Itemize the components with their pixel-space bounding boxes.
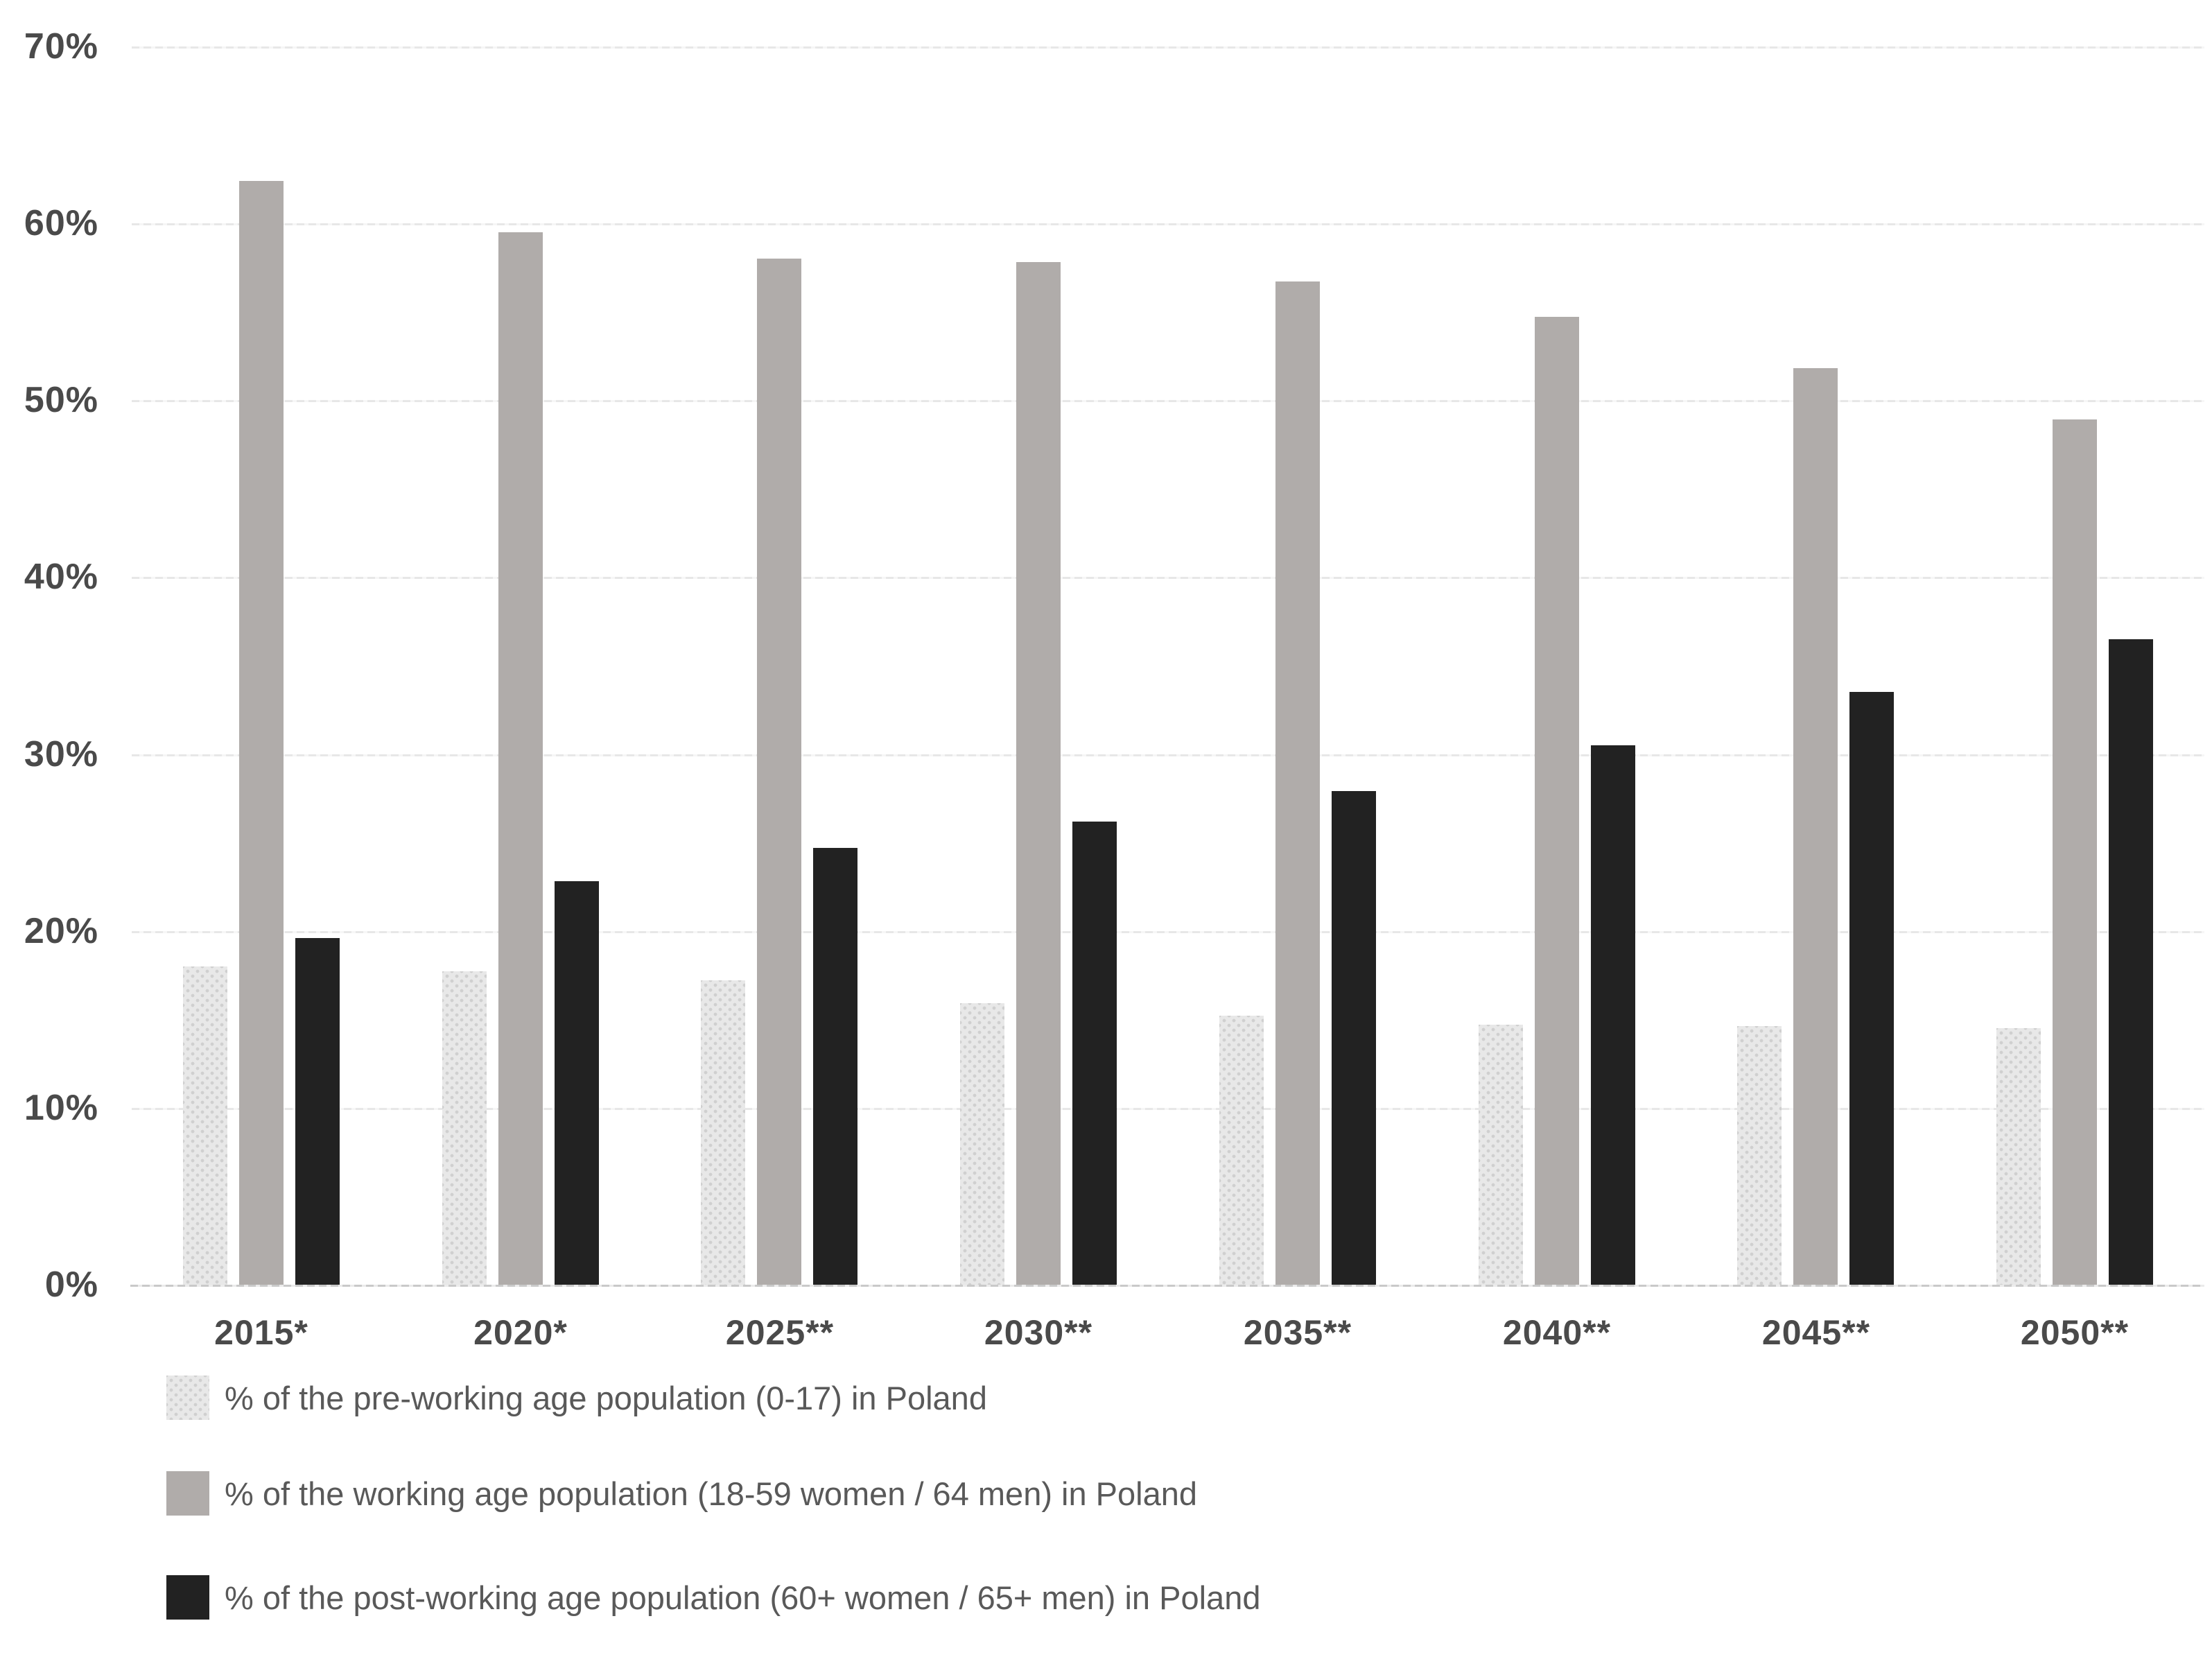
bar-working-2030 <box>1016 262 1061 1285</box>
bar-working-2025 <box>757 259 801 1285</box>
legend-label-working: % of the working age population (18-59 w… <box>225 1475 1198 1512</box>
gridline-20 <box>132 931 2204 933</box>
bar-pre-working-2035 <box>1219 1016 1264 1285</box>
x-tick-label-2030: 2030** <box>984 1313 1093 1352</box>
bar-post-working-2040 <box>1591 745 1635 1285</box>
bar-working-2045 <box>1793 368 1838 1285</box>
bar-pre-working-2050 <box>1996 1028 2041 1285</box>
y-tick-label-0: 0% <box>44 1265 98 1305</box>
bar-post-working-2045 <box>1849 692 1894 1285</box>
gridline-30 <box>132 754 2204 756</box>
bar-pre-working-2030 <box>960 1003 1004 1285</box>
bar-post-working-2020 <box>555 881 599 1285</box>
legend-label-pre-working: % of the pre-working age population (0-1… <box>225 1380 987 1416</box>
x-tick-label-2025: 2025** <box>725 1313 835 1352</box>
y-tick-label-20: 20% <box>24 911 98 951</box>
bar-working-2015 <box>239 181 284 1285</box>
gridline-40 <box>132 577 2204 579</box>
gridline-70 <box>132 46 2204 49</box>
legend-swatch-working <box>166 1471 209 1516</box>
bar-working-2050 <box>2053 419 2097 1285</box>
x-tick-label-2020: 2020* <box>473 1313 568 1352</box>
bar-pre-working-2015 <box>183 966 227 1285</box>
bar-working-2040 <box>1535 317 1579 1285</box>
x-tick-label-2045: 2045** <box>1761 1313 1871 1352</box>
y-tick-label-70: 70% <box>24 26 98 67</box>
y-tick-label-30: 30% <box>24 734 98 774</box>
legend-swatch-post-working <box>166 1575 209 1620</box>
gridline-50 <box>132 400 2204 402</box>
x-axis-line <box>130 1285 2204 1287</box>
gridline-60 <box>132 223 2204 225</box>
y-tick-label-60: 60% <box>24 203 98 243</box>
bar-post-working-2030 <box>1072 822 1117 1285</box>
legend-label-post-working: % of the post-working age population (60… <box>225 1579 1261 1616</box>
x-tick-label-2035: 2035** <box>1243 1313 1352 1352</box>
y-tick-label-10: 10% <box>24 1088 98 1128</box>
bar-post-working-2035 <box>1332 791 1376 1285</box>
x-tick-label-2040: 2040** <box>1502 1313 1612 1352</box>
y-tick-label-50: 50% <box>24 380 98 420</box>
bar-pre-working-2025 <box>701 980 745 1285</box>
x-tick-label-2015: 2015* <box>214 1313 308 1352</box>
bar-post-working-2015 <box>295 938 340 1285</box>
gridline-10 <box>132 1108 2204 1110</box>
bar-post-working-2050 <box>2109 639 2153 1285</box>
bar-pre-working-2040 <box>1479 1025 1523 1285</box>
bar-working-2035 <box>1275 281 1320 1285</box>
y-tick-label-40: 40% <box>24 557 98 597</box>
legend-swatch-pre-working <box>166 1376 209 1420</box>
bar-pre-working-2020 <box>442 971 487 1285</box>
x-tick-label-2050: 2050** <box>2020 1313 2130 1352</box>
bar-working-2020 <box>498 232 543 1285</box>
bar-post-working-2025 <box>813 848 857 1285</box>
bar-pre-working-2045 <box>1737 1026 1782 1285</box>
